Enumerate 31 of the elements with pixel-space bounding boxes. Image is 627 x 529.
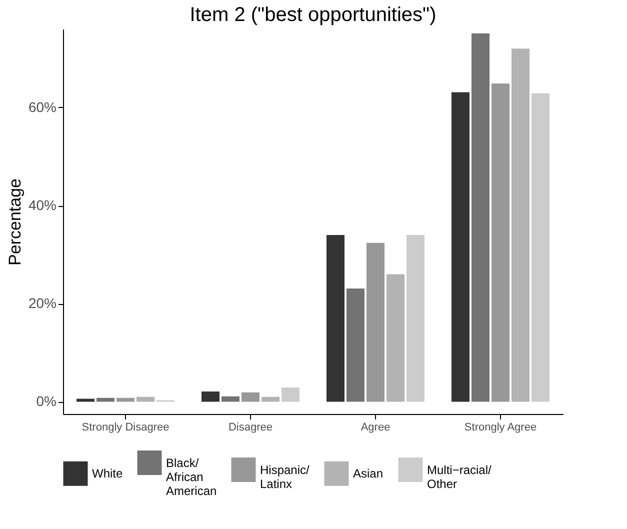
bar	[406, 234, 424, 402]
y-tick-label: 60%	[28, 98, 56, 115]
bar	[282, 388, 300, 402]
y-axis-title: Percentage	[5, 178, 24, 266]
chart-title: Item 2 ("best opportunities")	[190, 4, 436, 26]
y-tick-label: 40%	[28, 197, 56, 214]
bar	[346, 288, 364, 402]
legend-label: White	[92, 466, 123, 481]
bar	[326, 234, 344, 402]
y-tick-label: 0%	[36, 393, 56, 410]
bar	[532, 93, 550, 402]
bar	[222, 396, 240, 402]
legend-label: Hispanic/ Latinx	[260, 462, 310, 491]
x-tick-label: Strongly Agree	[464, 422, 537, 434]
bar	[512, 48, 530, 402]
legend-label: Black/ African American	[166, 456, 217, 498]
bar	[136, 396, 154, 402]
bar	[452, 92, 470, 402]
bar	[242, 392, 260, 402]
y-tick-label: 20%	[28, 295, 56, 312]
x-tick-label: Disagree	[228, 422, 273, 434]
bar	[492, 83, 510, 402]
bar	[262, 396, 280, 402]
bar	[366, 242, 384, 402]
x-tick-label: Agree	[360, 422, 390, 434]
bar	[202, 391, 220, 402]
legend-label: Multi−racial/ Other	[427, 462, 492, 491]
legend-label: Asian	[353, 466, 384, 481]
bar	[472, 33, 490, 402]
bar	[386, 274, 404, 402]
x-tick-label: Strongly Disagree	[82, 422, 170, 434]
